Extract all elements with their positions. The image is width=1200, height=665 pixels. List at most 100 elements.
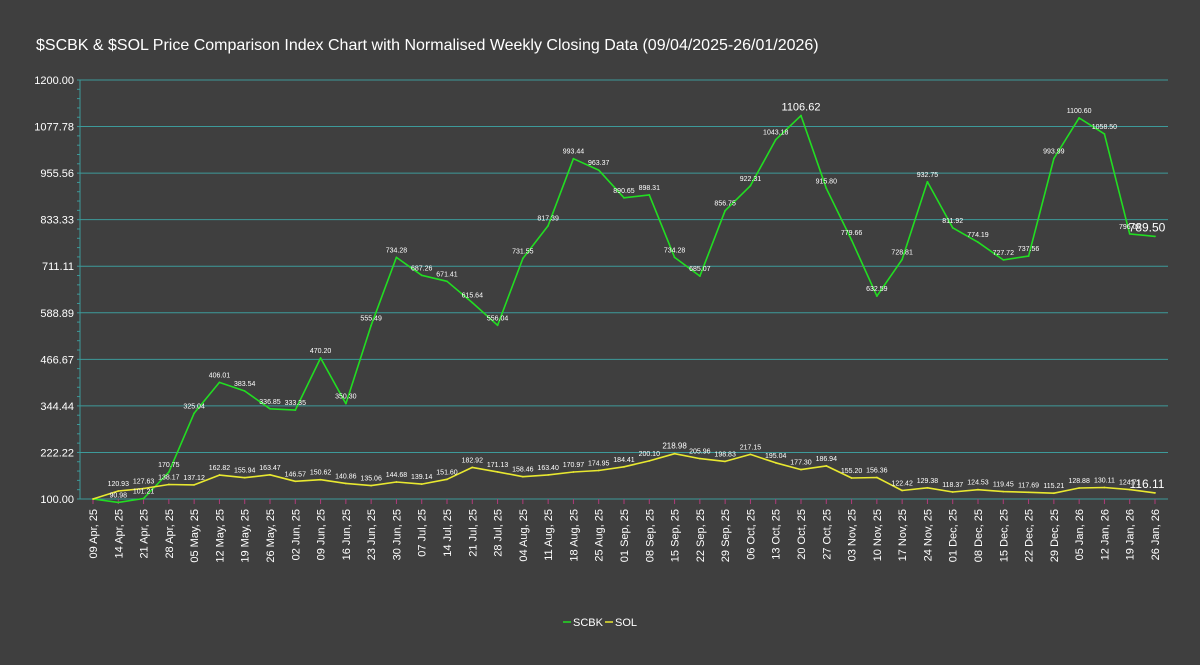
- x-tick-label: 05 May, 25: [189, 509, 201, 563]
- data-label-scbk: 383.54: [234, 381, 256, 388]
- x-tick-label: 26 May, 25: [265, 509, 277, 563]
- x-tick-label: 07 Jul, 25: [417, 509, 429, 557]
- x-tick-label: 12 Jan, 26: [1099, 509, 1111, 560]
- data-point-sol: [698, 457, 701, 460]
- data-label-scbk: 932.75: [917, 172, 939, 179]
- data-point-sol: [572, 471, 575, 473]
- legend-label: SCBK: [573, 617, 604, 629]
- x-tick-label: 08 Dec, 25: [973, 509, 985, 562]
- data-point-scbk: [673, 256, 676, 259]
- data-label-scbk: 963.37: [588, 160, 610, 167]
- x-tick-label: 24 Nov, 25: [922, 509, 934, 561]
- data-point-scbk: [597, 169, 600, 172]
- data-point-sol: [167, 483, 170, 486]
- data-label-scbk: 728.81: [891, 249, 913, 256]
- data-label-sol: 144.68: [386, 472, 408, 479]
- x-tick-label: 15 Sep, 25: [670, 509, 682, 562]
- data-point-scbk: [1154, 235, 1156, 238]
- x-tick-label: 19 Jan, 26: [1125, 509, 1137, 560]
- data-label-sol: 118.37: [942, 482, 963, 489]
- x-tick-label: 09 Apr, 25: [88, 509, 100, 559]
- data-label-scbk: 615.64: [462, 293, 484, 300]
- data-point-scbk: [698, 275, 701, 278]
- data-label-sol: 140.86: [335, 473, 357, 480]
- data-point-sol: [446, 478, 448, 481]
- data-point-sol: [623, 465, 625, 468]
- x-tick-label: 14 Jul, 25: [442, 509, 454, 557]
- data-point-sol: [521, 475, 524, 478]
- data-point-sol: [1027, 491, 1030, 494]
- data-point-sol: [850, 477, 853, 479]
- data-point-sol: [218, 474, 221, 476]
- data-point-scbk: [1078, 116, 1081, 119]
- data-point-sol: [496, 471, 499, 473]
- x-tick-label: 14 Apr, 25: [113, 509, 125, 559]
- data-label-sol: 124.53: [967, 480, 989, 487]
- data-label-scbk: 170.75: [158, 462, 180, 469]
- x-tick-label: 08 Sep, 25: [644, 509, 656, 562]
- x-tick-label: 03 Nov, 25: [847, 509, 859, 561]
- data-point-scbk: [521, 257, 524, 260]
- data-point-sol: [294, 480, 297, 483]
- x-tick-label: 30 Jun, 25: [391, 509, 403, 560]
- x-tick-label: 12 May, 25: [214, 509, 226, 563]
- y-tick-label: 833.33: [40, 215, 74, 227]
- x-tick-label: 22 Sep, 25: [695, 509, 707, 562]
- data-point-scbk: [875, 295, 878, 298]
- data-point-scbk: [749, 184, 752, 187]
- data-label-sol: 163.47: [259, 465, 281, 472]
- data-point-scbk: [193, 412, 196, 415]
- data-point-sol: [926, 486, 929, 489]
- data-label-sol: 158.46: [512, 467, 534, 474]
- data-point-scbk: [395, 256, 398, 259]
- data-label-scbk: 890.65: [613, 188, 635, 195]
- data-label-sol: 182.92: [462, 457, 484, 464]
- data-point-sol: [673, 452, 676, 455]
- data-point-scbk: [294, 409, 297, 412]
- data-label-sol: 122.42: [891, 480, 913, 487]
- data-label-scbk: 470.20: [310, 348, 332, 355]
- data-label-scbk: 898.31: [639, 185, 661, 192]
- x-tick-label: 02 Jun, 25: [290, 509, 302, 560]
- y-tick-label: 466.67: [40, 354, 74, 366]
- data-label-scbk: 1058.50: [1092, 124, 1117, 131]
- data-label-sol: 116.11: [1130, 477, 1165, 491]
- legend-item-scbk[interactable]: SCBK: [563, 617, 604, 629]
- data-point-scbk: [977, 241, 979, 244]
- data-label-scbk: 1043.18: [763, 130, 788, 137]
- data-label-scbk: 993.99: [1043, 148, 1065, 155]
- x-tick-label: 09 Jun, 25: [316, 509, 328, 560]
- data-point-sol: [901, 489, 904, 492]
- data-point-scbk: [901, 258, 904, 261]
- x-tick-label: 29 Dec, 25: [1049, 509, 1061, 562]
- y-axis: 100.00 222.22 344.44 466.67 588.89 711.11 833.…: [34, 75, 81, 506]
- data-point-scbk: [420, 274, 423, 277]
- data-label-sol: 150.62: [310, 470, 332, 477]
- data-label-scbk: 915.80: [816, 178, 838, 185]
- data-label-sol: 218.98: [662, 442, 687, 451]
- data-point-scbk: [1052, 157, 1055, 160]
- x-tick-label: 17 Nov, 25: [897, 509, 909, 561]
- x-tick-label: 27 Oct, 25: [821, 509, 833, 560]
- x-tick-label: 10 Nov, 25: [872, 509, 884, 561]
- data-label-sol: 146.57: [285, 471, 307, 478]
- data-point-scbk: [850, 239, 853, 242]
- x-tick-label: 20 Oct, 25: [796, 509, 808, 560]
- data-label-sol: 124.71: [1119, 480, 1141, 487]
- data-label-sol: 163.40: [537, 465, 559, 472]
- data-label-sol: 217.15: [740, 444, 762, 451]
- legend[interactable]: SCBK SOL: [563, 617, 637, 629]
- data-label-scbk: 737.56: [1018, 246, 1040, 253]
- data-point-scbk: [1128, 232, 1131, 235]
- legend-item-sol[interactable]: SOL: [605, 617, 637, 629]
- data-point-scbk: [1027, 255, 1030, 258]
- data-label-sol: 138.17: [158, 474, 180, 481]
- x-tick-label: 06 Oct, 25: [745, 509, 757, 560]
- y-tick-label: 588.89: [40, 308, 74, 320]
- data-point-sol: [269, 473, 271, 476]
- data-point-sol: [1002, 490, 1005, 493]
- data-point-scbk: [572, 157, 575, 160]
- data-point-sol: [547, 473, 550, 476]
- data-label-scbk: 555.49: [360, 315, 382, 322]
